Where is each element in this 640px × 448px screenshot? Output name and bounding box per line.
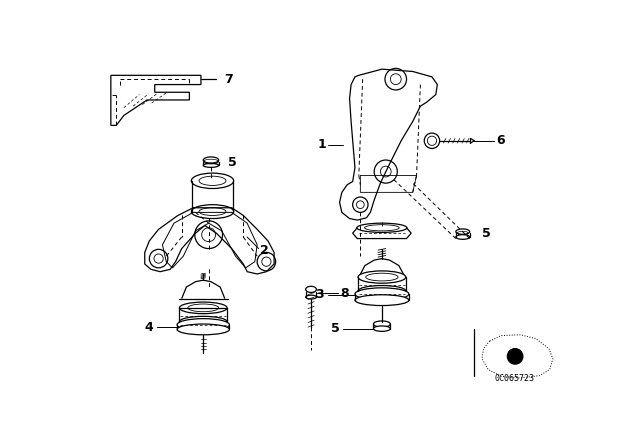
Ellipse shape bbox=[177, 324, 230, 335]
Ellipse shape bbox=[358, 285, 406, 296]
Ellipse shape bbox=[191, 173, 234, 189]
Text: 2: 2 bbox=[260, 244, 269, 257]
Text: 5: 5 bbox=[482, 227, 491, 240]
Text: 5: 5 bbox=[228, 156, 237, 169]
Ellipse shape bbox=[177, 319, 230, 331]
Ellipse shape bbox=[456, 235, 470, 239]
Text: 3: 3 bbox=[316, 288, 324, 301]
Ellipse shape bbox=[306, 286, 316, 293]
Text: 6: 6 bbox=[496, 134, 504, 147]
Circle shape bbox=[508, 349, 523, 364]
Ellipse shape bbox=[456, 229, 470, 234]
Circle shape bbox=[424, 133, 440, 148]
Text: 0C065723: 0C065723 bbox=[494, 375, 534, 383]
Text: 7: 7 bbox=[224, 73, 233, 86]
Ellipse shape bbox=[191, 205, 234, 219]
Ellipse shape bbox=[357, 223, 407, 233]
Ellipse shape bbox=[355, 295, 409, 306]
Text: 5: 5 bbox=[331, 322, 340, 335]
Ellipse shape bbox=[179, 316, 227, 327]
Ellipse shape bbox=[373, 321, 390, 327]
Ellipse shape bbox=[179, 302, 227, 314]
Text: 1: 1 bbox=[317, 138, 326, 151]
Ellipse shape bbox=[358, 271, 406, 283]
Ellipse shape bbox=[373, 326, 390, 332]
Ellipse shape bbox=[355, 288, 409, 300]
Text: 8: 8 bbox=[340, 287, 349, 300]
Text: 4: 4 bbox=[145, 321, 153, 334]
Ellipse shape bbox=[306, 295, 316, 299]
